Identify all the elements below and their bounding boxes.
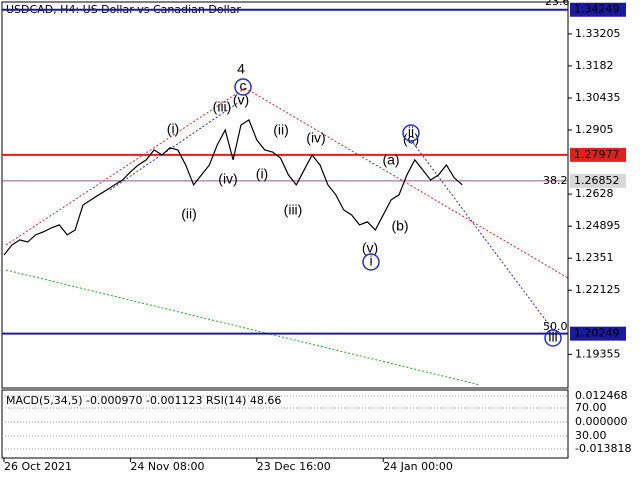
- wave-label: (v): [362, 240, 378, 256]
- level-box: [570, 326, 626, 341]
- trend-line: [5, 87, 246, 246]
- wave-label: c: [240, 78, 247, 94]
- indicator-tick-label: 0.012468: [575, 389, 628, 402]
- wave-label: (iii): [213, 99, 232, 115]
- x-tick-label: 26 Oct 2021: [4, 460, 72, 473]
- trend-line: [109, 97, 246, 191]
- x-tick-label: 23 Dec 16:00: [257, 460, 331, 473]
- indicator-tick-label: 30.00: [575, 429, 607, 442]
- x-tick-label: 24 Nov 08:00: [130, 460, 204, 473]
- wave-label: (i): [167, 121, 179, 137]
- indicator-frame: [1, 389, 569, 459]
- y-tick-label: 1.3182: [575, 59, 614, 72]
- indicator-label: MACD(5,34,5) -0.000970 -0.001123 RSI(14)…: [6, 394, 281, 407]
- fib-label: 23.6: [545, 0, 570, 8]
- y-tick-label: 1.33205: [575, 27, 621, 40]
- y-tick-label: 1.19355: [575, 347, 621, 360]
- wave-label: ii: [408, 124, 414, 140]
- level-label: 1.27977: [574, 148, 620, 161]
- wave-circle: [402, 124, 420, 142]
- wave-circle: [544, 329, 562, 347]
- wave-label: 4: [237, 61, 245, 77]
- plot-frame: [1, 1, 569, 389]
- wave-label: (iv): [218, 171, 237, 187]
- wave-label: (a): [382, 152, 399, 168]
- wave-label: (ii): [181, 206, 197, 222]
- fib-label: 38.2: [543, 174, 568, 187]
- level-label: 1.20249: [574, 327, 620, 340]
- wave-label: (c): [403, 131, 419, 147]
- y-tick-label: 1.2905: [575, 123, 614, 136]
- trend-line: [410, 139, 554, 331]
- y-tick-label: 1.22125: [575, 283, 621, 296]
- fib-label: 50.0: [543, 320, 568, 333]
- wave-label: iii: [548, 329, 557, 345]
- y-tick-label: 1.2628: [575, 187, 614, 200]
- trend-line: [5, 269, 481, 386]
- trend-line: [244, 87, 569, 279]
- level-label: 1.26852: [574, 174, 620, 187]
- wave-label: (ii): [273, 122, 289, 138]
- indicator-tick-label: 70.00: [575, 401, 607, 414]
- wave-label: (iii): [284, 202, 303, 218]
- y-tick-label: 1.2351: [575, 251, 614, 264]
- wave-label: (i): [256, 166, 268, 182]
- indicator-tick-label: -0.013818: [575, 442, 631, 455]
- level-box: [570, 2, 626, 17]
- price-line: [3, 118, 463, 256]
- wave-circle: [362, 253, 380, 271]
- x-tick-label: 24 Jan 00:00: [383, 460, 453, 473]
- wave-circle: [234, 78, 252, 96]
- level-box: [570, 147, 626, 162]
- indicator-tick-label: 0.000000: [575, 415, 628, 428]
- level-label: 1.34249: [574, 3, 620, 16]
- wave-label: (b): [391, 218, 408, 234]
- y-tick-label: 1.24895: [575, 219, 621, 232]
- level-box: [570, 173, 626, 188]
- wave-label: i: [369, 253, 372, 269]
- wave-label: (v): [233, 92, 249, 108]
- y-tick-label: 1.30435: [575, 91, 621, 104]
- wave-label: (iv): [306, 130, 325, 146]
